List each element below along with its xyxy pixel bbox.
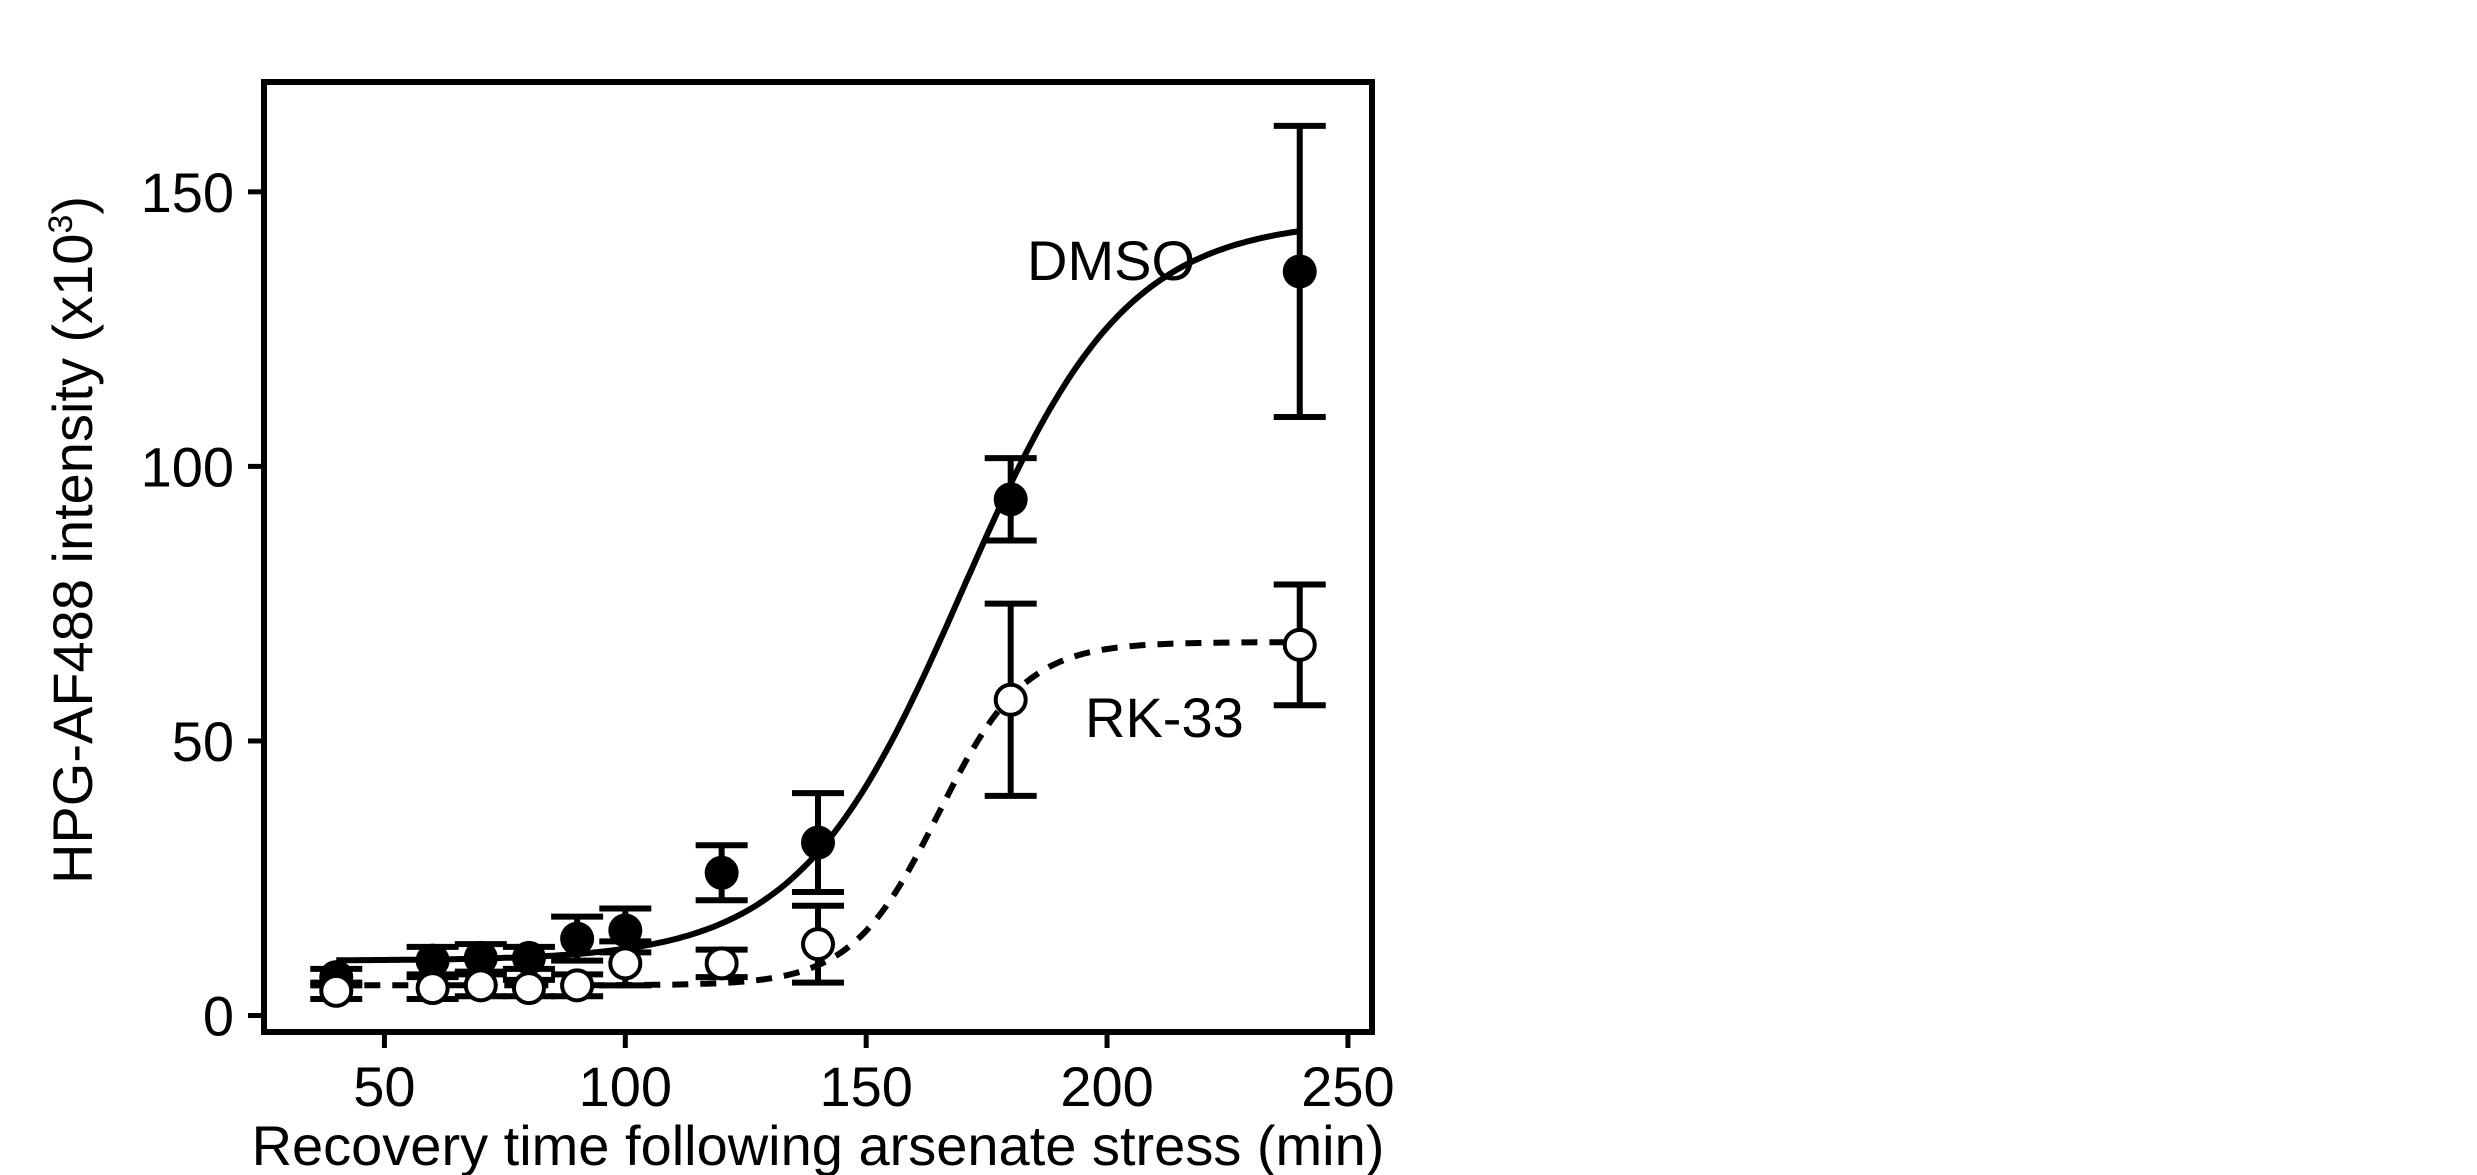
x-tick-label: 100 — [579, 1055, 672, 1118]
data-point-rk33 — [463, 968, 498, 1003]
y-tick-label: 100 — [141, 435, 234, 498]
data-point-rk33 — [608, 946, 643, 981]
x-tick-label: 50 — [353, 1055, 415, 1118]
data-points — [319, 254, 1317, 1008]
data-point-dmso — [560, 921, 595, 956]
series-label-rk33: RK-33 — [1085, 686, 1244, 749]
data-point-rk33 — [415, 971, 450, 1006]
y-axis-label: HPG-AF488 intensity (x103) — [41, 196, 104, 884]
plot-frame — [261, 79, 1375, 1035]
y-tick-label: 150 — [141, 161, 234, 224]
data-point-rk33 — [704, 946, 739, 981]
y-axis-label-superscript: 3 — [42, 215, 80, 234]
x-tick-label: 150 — [819, 1055, 912, 1118]
y-tick-label: 50 — [172, 710, 234, 773]
data-point-dmso — [511, 940, 546, 975]
data-point-rk33 — [560, 968, 595, 1003]
x-axis: 50 100 150 200 250 — [353, 1032, 1395, 1118]
data-point-dmso — [1282, 254, 1317, 289]
y-tick-label: 0 — [203, 985, 234, 1048]
x-tick-label: 200 — [1060, 1055, 1153, 1118]
data-point-rk33 — [511, 971, 546, 1006]
data-point-dmso — [415, 943, 450, 978]
data-point-dmso — [993, 482, 1028, 517]
data-point-rk33 — [319, 973, 354, 1008]
series-label-dmso: DMSO — [1027, 229, 1195, 292]
data-point-dmso — [801, 825, 835, 860]
data-point-dmso — [704, 855, 739, 890]
data-point-rk33 — [801, 927, 835, 962]
y-axis-label-main: HPG-AF488 intensity (x10 — [41, 234, 104, 884]
y-axis: 0 50 100 150 — [141, 161, 264, 1048]
x-tick-label: 250 — [1301, 1055, 1394, 1118]
data-point-rk33 — [993, 682, 1028, 717]
data-point-dmso — [463, 940, 498, 975]
data-point-dmso — [608, 913, 643, 948]
y-axis-label-close: ) — [41, 196, 104, 215]
x-axis-label: Recovery time following arsenate stress … — [252, 1114, 1385, 1175]
data-point-rk33 — [1282, 627, 1317, 662]
